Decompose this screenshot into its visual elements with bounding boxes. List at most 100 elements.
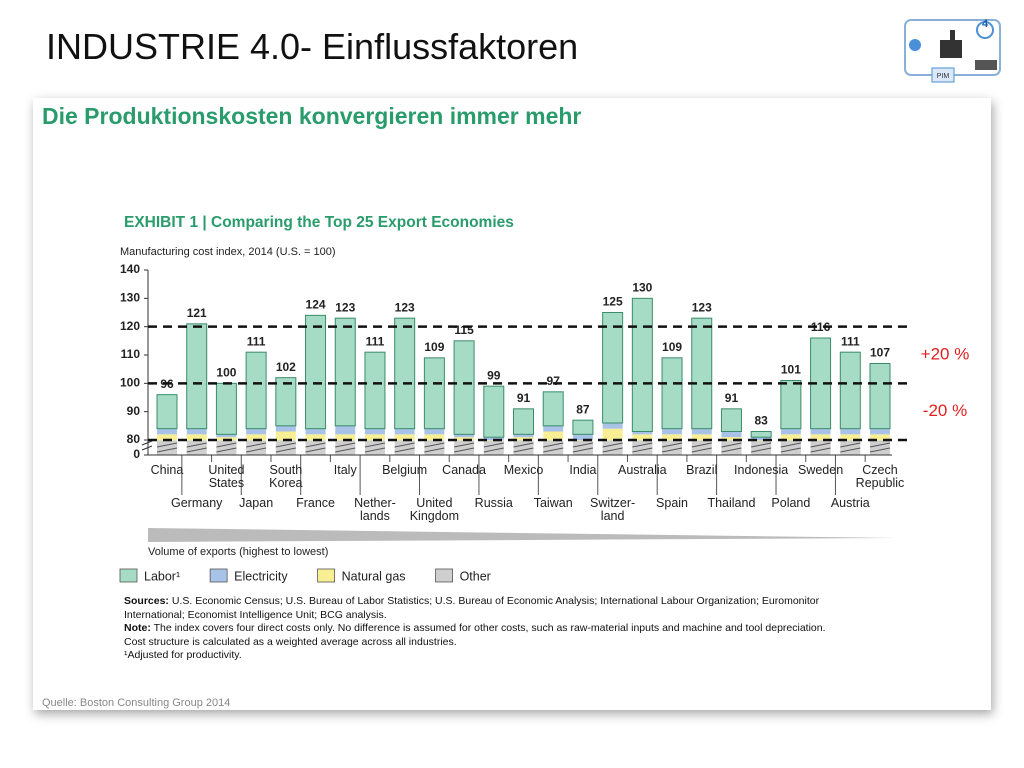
annotation: +20 % xyxy=(921,344,970,363)
bar-segment xyxy=(632,434,653,441)
bar-break xyxy=(632,447,653,453)
axis-break xyxy=(141,440,153,446)
bar-segment xyxy=(216,440,237,455)
y-tick-label: 0 xyxy=(133,447,140,461)
bar-segment xyxy=(631,297,653,433)
chart-title: EXHIBIT 1 | Comparing the Top 25 Export … xyxy=(124,214,514,231)
total-label: 100 xyxy=(216,366,236,380)
bar-break xyxy=(186,447,207,453)
bar-segment xyxy=(632,440,653,455)
bar-segment xyxy=(394,317,416,430)
x-tick-label: China xyxy=(150,463,184,477)
x-tick-label: Spain xyxy=(656,496,689,510)
bar-break xyxy=(424,447,445,453)
total-label: 107 xyxy=(870,346,890,360)
bar-segment xyxy=(691,428,712,435)
bar-segment xyxy=(156,394,178,430)
bar-break xyxy=(364,442,386,448)
bar-segment xyxy=(542,391,564,427)
bar-segment xyxy=(275,431,296,441)
bar-segment xyxy=(483,385,505,438)
bar-segment xyxy=(513,408,534,435)
bar-break xyxy=(602,442,623,448)
bar-break xyxy=(156,442,178,448)
bar-segment xyxy=(364,440,385,455)
total-label: 111 xyxy=(841,334,860,348)
x-tick-label: Czech Republic xyxy=(855,463,905,490)
notes: Sources: U.S. Economic Census; U.S. Bure… xyxy=(124,595,844,663)
bar-break xyxy=(721,442,742,448)
bar-segment xyxy=(662,440,683,455)
bar-break xyxy=(572,447,594,453)
axis-break xyxy=(141,445,153,451)
bar-segment xyxy=(543,431,564,441)
bar-segment xyxy=(691,317,713,430)
bar-break xyxy=(483,447,504,453)
x-tick-label: Thailand xyxy=(707,496,756,510)
bar-segment xyxy=(572,440,593,455)
total-label: 121 xyxy=(187,306,207,320)
bar-segment xyxy=(424,434,445,441)
bar-segment xyxy=(394,434,415,441)
x-tick-label: Australia xyxy=(618,463,667,477)
bar-segment xyxy=(840,440,861,455)
bar-segment xyxy=(424,440,445,455)
total-label: 91 xyxy=(517,391,531,405)
bar-segment xyxy=(453,340,475,435)
bar-segment xyxy=(186,440,207,455)
bar-segment xyxy=(246,428,267,435)
bar-break xyxy=(394,442,415,448)
bar-segment xyxy=(305,428,326,435)
bar-segment xyxy=(810,428,831,435)
total-label: 109 xyxy=(662,340,682,354)
y-tick-label: 90 xyxy=(127,404,141,418)
bar-segment xyxy=(186,428,207,435)
bar-segment xyxy=(720,408,742,433)
note: The index covers four direct costs only.… xyxy=(124,622,826,648)
y-tick-label: 80 xyxy=(127,432,141,446)
bar-segment xyxy=(840,428,861,435)
bar-segment xyxy=(364,434,385,441)
bar-break xyxy=(156,447,178,453)
bar-break xyxy=(602,447,623,453)
bar-break xyxy=(275,442,296,448)
bar-break xyxy=(869,442,891,448)
bar-break xyxy=(513,442,534,448)
bar-segment xyxy=(216,434,237,438)
bar-segment xyxy=(275,425,296,432)
legend-label: Electricity xyxy=(234,569,288,583)
bar-segment xyxy=(662,434,683,441)
bar-break xyxy=(186,442,207,448)
x-tick-label: South Korea xyxy=(269,463,303,490)
bar-segment xyxy=(157,434,177,441)
bar-segment xyxy=(870,434,890,441)
x-tick-label: Indonesia xyxy=(734,463,789,477)
bar-segment xyxy=(661,357,683,430)
bar-break xyxy=(543,447,564,453)
x-tick-label: Switzer- land xyxy=(590,496,636,523)
bar-segment xyxy=(602,312,624,424)
bar-segment xyxy=(839,351,861,430)
bar-segment xyxy=(870,440,890,455)
bar-break xyxy=(810,447,831,453)
bar-segment xyxy=(513,440,534,455)
x-tick-label: Taiwan xyxy=(533,496,573,510)
bar-segment xyxy=(157,440,177,455)
x-tick-label: Russia xyxy=(474,496,513,510)
bar-break xyxy=(661,447,683,453)
bar-segment xyxy=(662,428,683,435)
bar-segment xyxy=(721,437,742,441)
x-tick-label: Italy xyxy=(333,463,357,477)
bar-break xyxy=(691,442,712,448)
bar-break xyxy=(364,447,386,453)
bar-break xyxy=(869,447,891,453)
legend-swatch xyxy=(119,568,138,583)
bar-segment xyxy=(305,434,326,441)
bar-segment xyxy=(691,434,712,441)
note-label: Note: xyxy=(124,622,151,634)
bar-segment xyxy=(780,440,801,455)
bar-segment xyxy=(305,314,327,430)
x-tick-label: India xyxy=(569,463,597,477)
slide-subtitle: Die Produktionskosten konvergieren immer… xyxy=(42,103,582,129)
bar-break xyxy=(483,442,504,448)
